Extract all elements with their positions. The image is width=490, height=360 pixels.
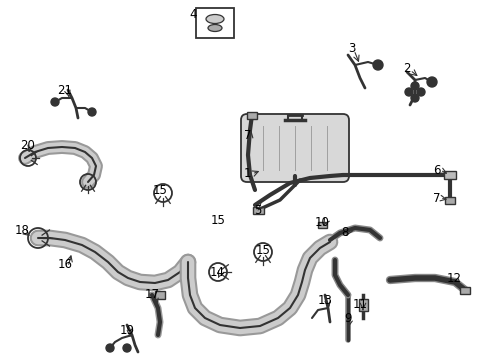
Text: 19: 19 — [120, 324, 134, 337]
Text: 6: 6 — [433, 163, 441, 176]
Text: 12: 12 — [446, 271, 462, 284]
Text: 4: 4 — [189, 8, 197, 21]
Circle shape — [123, 344, 131, 352]
Circle shape — [411, 94, 419, 102]
Text: 2: 2 — [403, 62, 411, 75]
Circle shape — [373, 60, 383, 70]
Circle shape — [106, 344, 114, 352]
Text: 9: 9 — [344, 311, 352, 324]
Text: 15: 15 — [256, 243, 270, 257]
Text: 14: 14 — [210, 266, 224, 279]
Text: 11: 11 — [352, 298, 368, 311]
Text: 1: 1 — [243, 166, 251, 180]
Circle shape — [417, 88, 425, 96]
Text: 20: 20 — [21, 139, 35, 152]
Text: 16: 16 — [57, 258, 73, 271]
Text: 7: 7 — [244, 129, 252, 141]
Bar — [155, 291, 165, 299]
Bar — [444, 171, 456, 179]
Bar — [247, 112, 257, 118]
Bar — [359, 299, 368, 311]
FancyBboxPatch shape — [241, 114, 349, 182]
Text: 13: 13 — [318, 293, 332, 306]
Circle shape — [411, 82, 419, 90]
Text: 8: 8 — [342, 225, 349, 239]
Circle shape — [427, 77, 437, 87]
Circle shape — [51, 98, 59, 106]
Bar — [460, 287, 470, 293]
Bar — [252, 207, 264, 213]
Text: 7: 7 — [433, 192, 441, 204]
Text: 15: 15 — [152, 184, 168, 197]
Text: 18: 18 — [15, 224, 29, 237]
Bar — [196, 8, 234, 38]
Ellipse shape — [208, 24, 222, 32]
Bar — [445, 197, 455, 203]
Text: 21: 21 — [57, 84, 73, 96]
Circle shape — [405, 88, 413, 96]
Ellipse shape — [206, 14, 224, 23]
Text: 17: 17 — [145, 288, 160, 302]
Text: 5: 5 — [254, 203, 262, 216]
Bar — [318, 222, 326, 228]
Text: 15: 15 — [211, 213, 225, 226]
Text: 10: 10 — [315, 216, 329, 229]
Text: 3: 3 — [348, 41, 356, 54]
Circle shape — [88, 108, 96, 116]
